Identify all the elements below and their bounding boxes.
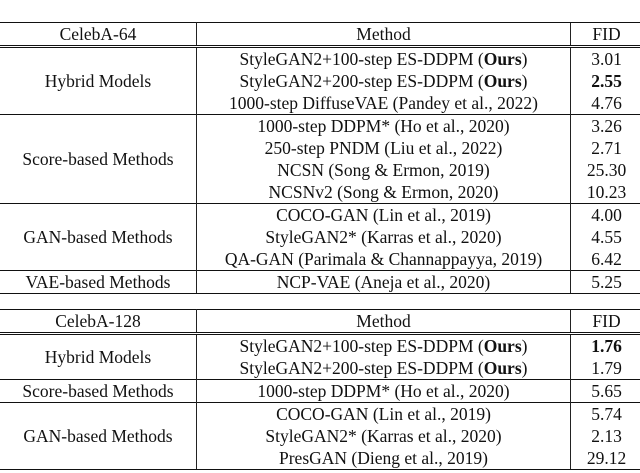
fid-value: 1.76	[570, 332, 640, 357]
method-text: NCSN (Song & Ermon, 2019)	[277, 160, 490, 180]
group-name: Hybrid Models	[0, 45, 197, 115]
table-row: NCSNv2 (Song & Ermon, 2020) 10.23	[0, 181, 640, 204]
fid-value: 10.23	[570, 181, 640, 204]
fid-value: 4.76	[570, 92, 640, 115]
method-name: StyleGAN2* (Karras et al., 2020)	[197, 226, 571, 248]
method-text: NCSNv2 (Song & Ermon, 2020)	[268, 182, 499, 202]
method-text: PresGAN (Dieng et al., 2019)	[279, 448, 488, 468]
group-name: GAN-based Methods	[0, 203, 197, 271]
table-row: NCSN (Song & Ermon, 2019) 25.30	[0, 159, 640, 181]
method-text: 1000-step DDPM* (Ho et al., 2020)	[257, 116, 510, 136]
method-name: QA-GAN (Parimala & Channappayya, 2019)	[197, 248, 571, 271]
method-suffix: )	[521, 336, 528, 356]
fid-header: FID	[570, 22, 640, 47]
method-name: StyleGAN2+100-step ES-DDPM (Ours)	[196, 45, 571, 70]
method-text: 1000-step DiffuseVAE (Pandey et al., 202…	[229, 93, 538, 113]
table-row: PresGAN (Dieng et al., 2019) 29.12	[0, 447, 640, 470]
fid-value: 3.26	[570, 114, 640, 137]
ours-label: Ours	[483, 358, 522, 378]
group-name: GAN-based Methods	[0, 402, 197, 470]
table-row: StyleGAN2* (Karras et al., 2020) 2.13	[0, 425, 640, 447]
header-row: CelebA-128 Method FID	[0, 309, 640, 334]
group-name: Score-based Methods	[0, 379, 197, 403]
method-text: COCO-GAN (Lin et al., 2019)	[276, 205, 491, 225]
fid-value: 6.42	[570, 248, 640, 271]
method-text: QA-GAN (Parimala & Channappayya, 2019)	[224, 249, 543, 269]
method-name: NCP-VAE (Aneja et al., 2020)	[196, 270, 571, 294]
method-name: StyleGAN2+200-step ES-DDPM (Ours)	[197, 70, 571, 92]
fid-value: 2.55	[570, 70, 640, 92]
method-header: Method	[196, 22, 571, 47]
method-text: 1000-step DDPM* (Ho et al., 2020)	[257, 381, 510, 401]
dataset-header: CelebA-128	[0, 309, 197, 334]
fid-value: 4.00	[570, 203, 640, 226]
method-text: NCP-VAE (Aneja et al., 2020)	[276, 272, 491, 292]
table-row: StyleGAN2+200-step ES-DDPM (Ours) 2.55	[0, 70, 640, 92]
method-text: 250-step PNDM (Liu et al., 2022)	[264, 138, 503, 158]
method-text: StyleGAN2+200-step ES-DDPM (	[239, 358, 484, 378]
group-name: Score-based Methods	[0, 114, 197, 204]
method-text: StyleGAN2* (Karras et al., 2020)	[265, 426, 502, 446]
method-suffix: )	[521, 71, 528, 91]
method-name: StyleGAN2* (Karras et al., 2020)	[197, 425, 571, 447]
fid-value: 2.13	[570, 425, 640, 447]
method-name: 1000-step DDPM* (Ho et al., 2020)	[196, 379, 571, 403]
method-name: NCSNv2 (Song & Ermon, 2020)	[197, 181, 571, 204]
method-name: 250-step PNDM (Liu et al., 2022)	[197, 137, 571, 159]
method-header: Method	[196, 309, 571, 334]
fid-table-celeba-128: CelebA-128 Method FID Hybrid Models StyleGAN…	[0, 309, 640, 470]
fid-value: 29.12	[570, 447, 640, 470]
table-row: Score-based Methods 1000-step DDPM* (Ho e…	[0, 379, 640, 403]
fid-value: 3.01	[570, 45, 640, 70]
table-row: StyleGAN2* (Karras et al., 2020) 4.55	[0, 226, 640, 248]
fid-value: 5.74	[570, 402, 640, 425]
method-name: 1000-step DiffuseVAE (Pandey et al., 202…	[197, 92, 571, 115]
ours-label: Ours	[483, 336, 522, 356]
method-text: StyleGAN2* (Karras et al., 2020)	[265, 227, 502, 247]
method-name: COCO-GAN (Lin et al., 2019)	[196, 203, 571, 226]
method-name: COCO-GAN (Lin et al., 2019)	[196, 402, 571, 425]
table-row: Hybrid Models StyleGAN2+100-step ES-DDPM …	[0, 332, 640, 380]
table-row: Score-based Methods 1000-step DDPM* (Ho e…	[0, 114, 640, 204]
table-row: 250-step PNDM (Liu et al., 2022) 2.71	[0, 137, 640, 159]
fid-value: 5.25	[570, 270, 640, 294]
table-row: StyleGAN2+200-step ES-DDPM (Ours) 1.79	[0, 357, 640, 380]
dataset-header: CelebA-64	[0, 22, 197, 47]
table-row: VAE-based Methods NCP-VAE (Aneja et al., …	[0, 270, 640, 294]
method-name: 1000-step DDPM* (Ho et al., 2020)	[196, 114, 571, 137]
fid-value: 1.79	[570, 357, 640, 380]
ours-label: Ours	[483, 71, 522, 91]
group-name: Hybrid Models	[0, 332, 197, 380]
fid-value: 2.71	[570, 137, 640, 159]
method-name: StyleGAN2+100-step ES-DDPM (Ours)	[196, 332, 571, 357]
method-text: StyleGAN2+100-step ES-DDPM (	[239, 336, 484, 356]
group-name: VAE-based Methods	[0, 270, 197, 294]
fid-value: 4.55	[570, 226, 640, 248]
table-row: QA-GAN (Parimala & Channappayya, 2019) 6.…	[0, 248, 640, 271]
method-text: COCO-GAN (Lin et al., 2019)	[276, 404, 491, 424]
header-row: CelebA-64 Method FID	[0, 22, 640, 47]
fid-value: 5.65	[570, 379, 640, 403]
method-suffix: )	[521, 358, 528, 378]
table-row: Hybrid Models StyleGAN2+100-step ES-DDPM …	[0, 45, 640, 115]
method-name: StyleGAN2+200-step ES-DDPM (Ours)	[197, 357, 571, 380]
method-suffix: )	[521, 49, 528, 69]
fid-table-celeba-64: CelebA-64 Method FID Hybrid Models StyleGAN2…	[0, 22, 640, 294]
method-name: PresGAN (Dieng et al., 2019)	[196, 447, 571, 470]
method-text: StyleGAN2+100-step ES-DDPM (	[239, 49, 484, 69]
ours-label: Ours	[483, 49, 522, 69]
method-name: NCSN (Song & Ermon, 2019)	[197, 159, 571, 181]
method-text: StyleGAN2+200-step ES-DDPM (	[239, 71, 484, 91]
fid-value: 25.30	[570, 159, 640, 181]
fid-header: FID	[570, 309, 640, 334]
table-row: 1000-step DiffuseVAE (Pandey et al., 202…	[0, 92, 640, 115]
table-row: GAN-based Methods COCO-GAN (Lin et al., 2…	[0, 203, 640, 271]
table-row: GAN-based Methods COCO-GAN (Lin et al., 2…	[0, 402, 640, 470]
